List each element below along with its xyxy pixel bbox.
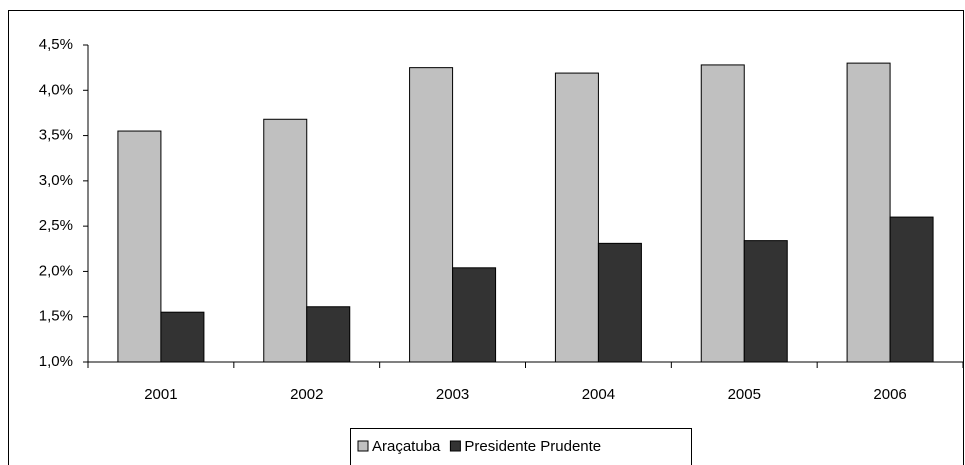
bar: [306, 306, 351, 363]
x-tick-label: 2003: [436, 386, 469, 403]
legend-swatch: [357, 440, 369, 452]
x-tick-label: 2002: [290, 386, 323, 403]
bar: [160, 311, 205, 363]
y-tick-label: 3,5%: [39, 127, 73, 144]
bar: [452, 267, 497, 363]
bar: [700, 64, 745, 363]
y-tick-label: 4,5%: [39, 36, 73, 53]
bar: [743, 240, 788, 363]
y-tick-label: 1,5%: [39, 308, 73, 325]
x-tick-label: 2001: [144, 386, 177, 403]
bar: [263, 118, 308, 363]
bar: [889, 216, 934, 363]
x-tick-label: 2004: [582, 386, 615, 403]
y-tick-label: 1,0%: [39, 353, 73, 370]
y-tick-label: 4,0%: [39, 81, 73, 98]
y-tick-label: 2,5%: [39, 217, 73, 234]
chart-border: [8, 10, 964, 465]
x-tick-label: 2006: [873, 386, 906, 403]
legend-label: Araçatuba: [372, 438, 441, 455]
bar: [409, 67, 454, 363]
y-tick-label: 3,0%: [39, 172, 73, 189]
legend-box: [350, 428, 692, 465]
legend-label: Presidente Prudente: [464, 438, 601, 455]
legend-swatch: [449, 440, 461, 452]
y-tick-label: 2,0%: [39, 262, 73, 279]
bar: [554, 72, 599, 363]
bar: [117, 130, 162, 363]
x-tick-label: 2005: [728, 386, 761, 403]
bar: [597, 242, 642, 363]
bar: [846, 62, 891, 363]
